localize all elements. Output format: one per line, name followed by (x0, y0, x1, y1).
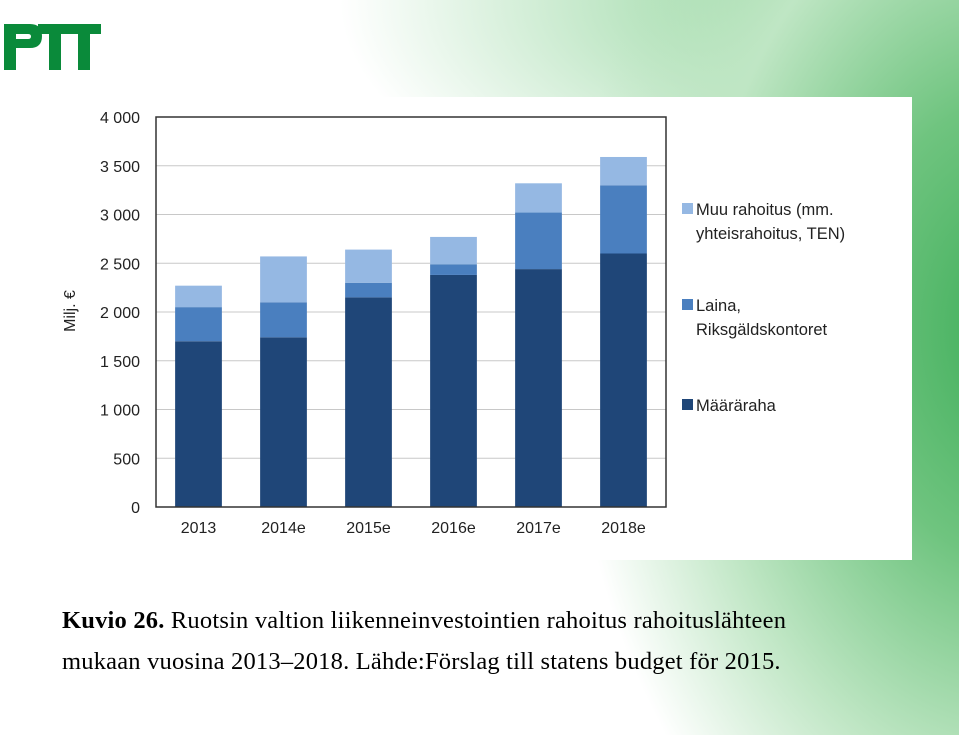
legend-swatch (682, 399, 693, 410)
x-tick-label: 2014e (261, 520, 306, 537)
y-tick-label: 0 (131, 500, 140, 517)
bar-segment-2018e-2 (600, 156, 647, 186)
bar-segment-2017e-2 (515, 183, 562, 213)
legend-label: Muu rahoitus (mm. (696, 201, 834, 219)
legend-swatch (682, 299, 693, 310)
bar-segment-2018e-1 (600, 185, 647, 254)
legend-swatch (682, 203, 693, 214)
caption-label: Kuvio 26. (62, 607, 165, 634)
legend-label: Määräraha (696, 397, 777, 415)
y-tick-label: 2 500 (100, 256, 140, 273)
bar-segment-2013-1 (175, 307, 222, 342)
bar-segment-2015e-1 (345, 282, 392, 298)
bar-segment-2017e-1 (515, 212, 562, 270)
y-tick-label: 500 (113, 451, 140, 468)
legend-label: Laina, (696, 297, 741, 315)
y-tick-label: 4 000 (100, 110, 140, 127)
x-tick-label: 2018e (601, 520, 646, 537)
figure-caption: Kuvio 26. Ruotsin valtion liikenneinvest… (62, 600, 922, 682)
x-tick-label: 2017e (516, 520, 561, 537)
chart-panel: 0 500 1 000 1 500 2 000 2 500 3 000 3 500 4 000 … (43, 97, 912, 560)
x-tick-label: 2015e (346, 520, 391, 537)
bar-segment-2017e-0 (515, 269, 562, 507)
x-tick-label: 2016e (431, 520, 476, 537)
caption-text-line1: Ruotsin valtion liikenneinvestointien ra… (164, 607, 787, 634)
plot-frame (155, 116, 667, 508)
bar-segment-2015e-2 (345, 249, 392, 283)
y-tick-label: 1 000 (100, 403, 140, 420)
caption-text-line2: mukaan vuosina 2013–2018. Lähde:Förslag … (62, 648, 781, 675)
legend-label: yhteisrahoitus, TEN) (696, 225, 845, 243)
bar-segment-2014e-0 (260, 337, 307, 507)
x-tick-label: 2013 (181, 520, 217, 537)
legend-label: Riksgäldskontoret (696, 321, 828, 339)
bar-segment-2013-2 (175, 285, 222, 308)
y-tick-label: 3 500 (100, 159, 140, 176)
y-tick-label: 1 500 (100, 354, 140, 371)
bar-segment-2014e-2 (260, 256, 307, 303)
bar-segment-2013-0 (175, 341, 222, 507)
ptt-logo (4, 24, 101, 70)
y-tick-label: 3 000 (100, 208, 140, 225)
bar-segment-2015e-0 (345, 297, 392, 507)
bar-segment-2016e-2 (430, 236, 477, 265)
y-tick-label: 2 000 (100, 305, 140, 322)
y-axis-label: Milj. € (62, 290, 79, 332)
bar-segment-2018e-0 (600, 253, 647, 507)
bar-segment-2014e-1 (260, 302, 307, 338)
bar-segment-2016e-0 (430, 274, 477, 507)
bar-segment-2016e-1 (430, 264, 477, 275)
